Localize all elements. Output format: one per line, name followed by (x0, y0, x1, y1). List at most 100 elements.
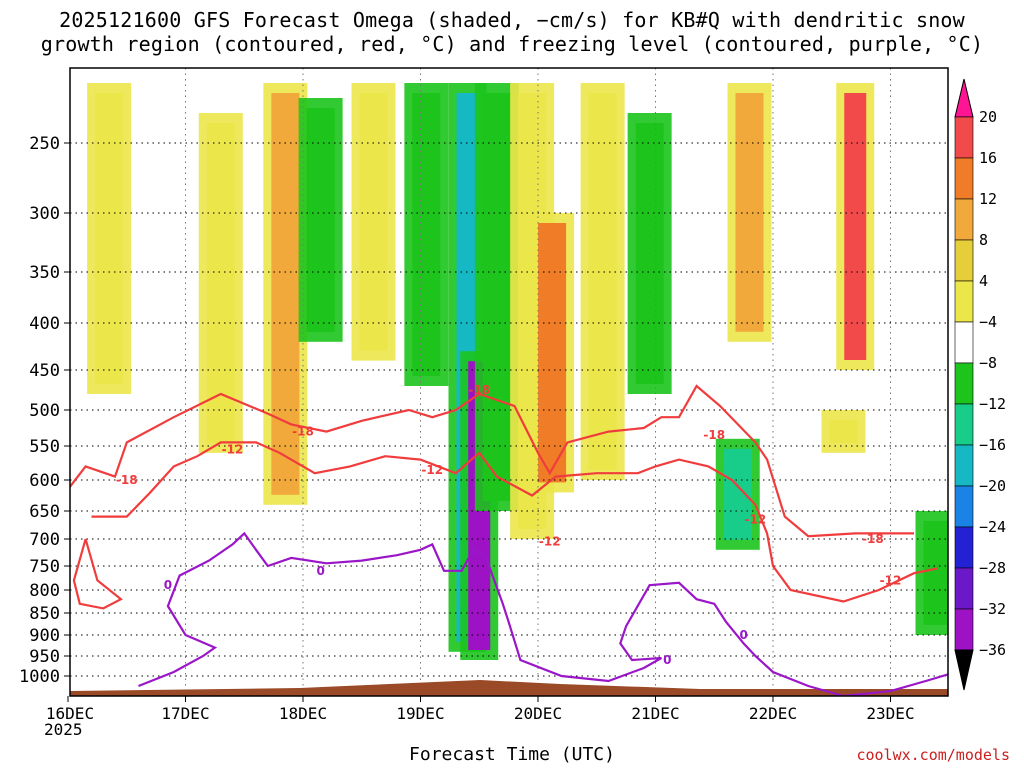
credit-link[interactable]: coolwx.com/models (856, 746, 1010, 764)
y-tick-label: 550 (29, 437, 60, 457)
colorbar-segment (954, 239, 974, 282)
colorbar-tick-label: −16 (979, 436, 1006, 454)
contour-label: 0 (663, 653, 671, 667)
y-tick-label: 700 (29, 530, 60, 550)
colorbar-tick-label: −24 (979, 518, 1006, 536)
colorbar-segment (954, 280, 974, 323)
colorbar-segment (954, 485, 974, 528)
contour-label: -18 (703, 428, 725, 442)
freezing-level-contour (138, 531, 948, 696)
colorbar-tick-label: 8 (979, 231, 988, 249)
colorbar-tick-label: 16 (979, 149, 997, 167)
terrain (70, 680, 948, 696)
contour-label: -18 (468, 383, 490, 397)
colorbar-segment (954, 157, 974, 200)
colorbar-segment (954, 608, 974, 651)
dgz-contour (72, 538, 123, 610)
x-tick-label: 21DEC (631, 704, 679, 723)
chart-title: 2025121600 GFS Forecast Omega (shaded, −… (0, 8, 1024, 56)
y-tick-label: 350 (29, 263, 60, 283)
omega-cell (538, 223, 567, 483)
colorbar-segment (954, 526, 974, 569)
colorbar-tick-label: −20 (979, 477, 1006, 495)
omega-cell (635, 123, 664, 384)
y-tick-label: 450 (29, 361, 60, 381)
colorbar-top-arrow (954, 78, 974, 118)
colorbar-segment (954, 198, 974, 241)
contour-label: -18 (862, 532, 884, 546)
omega-shading (87, 83, 948, 660)
contour-label: -18 (292, 425, 314, 439)
y-tick-label: 950 (29, 647, 60, 667)
omega-cell (923, 521, 948, 625)
colorbar: 20 16 12 8 4 −4 −8 −12 −16 −20 −24 −28 −32 −36 (954, 78, 1006, 691)
x-tick-label: 20DEC (514, 704, 562, 723)
omega-cell (735, 93, 764, 332)
omega-cell (829, 420, 858, 443)
omega-cell (588, 93, 617, 470)
colorbar-tick-label: 4 (979, 272, 988, 290)
dgz-contour (70, 384, 914, 538)
colorbar-tick-label: −12 (979, 395, 1006, 413)
contour-label: 0 (739, 628, 747, 642)
omega-cell (206, 123, 235, 443)
contour-label: 0 (164, 578, 172, 592)
x-axis-label: Forecast Time (UTC) (409, 744, 615, 765)
y-tick-label: 300 (29, 204, 60, 224)
title-line-2: growth region (contoured, red, °C) and f… (40, 32, 984, 56)
y-tick-label: 600 (29, 471, 60, 491)
y-tick-label: 400 (29, 314, 60, 334)
y-tick-label: 500 (29, 401, 60, 421)
omega-cell (306, 108, 335, 332)
colorbar-tick-label: −4 (979, 313, 997, 331)
y-tick-label: 1000 (19, 667, 60, 687)
x-tick-label: 23DEC (866, 704, 914, 723)
x-tick-label: 18DEC (279, 704, 327, 723)
colorbar-tick-label: −28 (979, 559, 1006, 577)
contour-label: 0 (469, 546, 477, 560)
colorbar-tick-label: −8 (979, 354, 997, 372)
y-tick-label: 900 (29, 626, 60, 646)
contour-label: 0 (316, 564, 324, 578)
title-line-1: 2025121600 GFS Forecast Omega (shaded, −… (59, 8, 965, 32)
colorbar-segment (954, 567, 974, 610)
contour-label: -12 (745, 512, 767, 526)
y-tick-label: 750 (29, 557, 60, 577)
contour-label: -12 (539, 535, 561, 549)
contour-label: -12 (222, 442, 244, 456)
omega-cell (271, 93, 300, 495)
y-tick-label: 650 (29, 502, 60, 522)
contour-label: -12 (421, 463, 443, 477)
x-axis: 16DEC 17DEC 18DEC 19DEC 20DEC 21DEC 22DEC 23DEC (46, 696, 915, 723)
plot-frame (69, 67, 949, 697)
x-tick-label: 16DEC (46, 704, 94, 723)
colorbar-tick-label: 12 (979, 190, 997, 208)
omega-cell (482, 93, 511, 501)
omega-cell (359, 93, 388, 351)
colorbar-segment (954, 362, 974, 405)
colorbar-bottom-arrow (954, 649, 974, 691)
colorbar-tick-label: −32 (979, 600, 1006, 618)
x-tick-label: 22DEC (749, 704, 797, 723)
omega-cell (412, 93, 441, 376)
y-axis: 2503003504004505005506006507007508008509… (19, 134, 70, 687)
y-tick-label: 250 (29, 134, 60, 154)
dgz-contour (91, 441, 938, 603)
omega-cell (723, 448, 752, 540)
colorbar-segment (954, 403, 974, 446)
colorbar-tick-label: 20 (979, 108, 997, 126)
grid-lines (70, 68, 948, 696)
colorbar-segment (954, 444, 974, 487)
x-axis-year: 2025 (44, 720, 83, 739)
colorbar-segment (954, 116, 974, 159)
contour-label: -18 (116, 473, 138, 487)
contour-labels: -18 -12 -18 -18 -12 -12 -18 -12 -18 -12 0 0 0 0 0 (116, 383, 901, 667)
omega-cell (95, 93, 124, 384)
contour-lines (70, 384, 948, 696)
x-tick-label: 19DEC (396, 704, 444, 723)
colorbar-segment (954, 321, 974, 364)
contour-label: -12 (880, 573, 902, 587)
y-tick-label: 850 (29, 604, 60, 624)
colorbar-tick-label: −36 (979, 641, 1006, 659)
